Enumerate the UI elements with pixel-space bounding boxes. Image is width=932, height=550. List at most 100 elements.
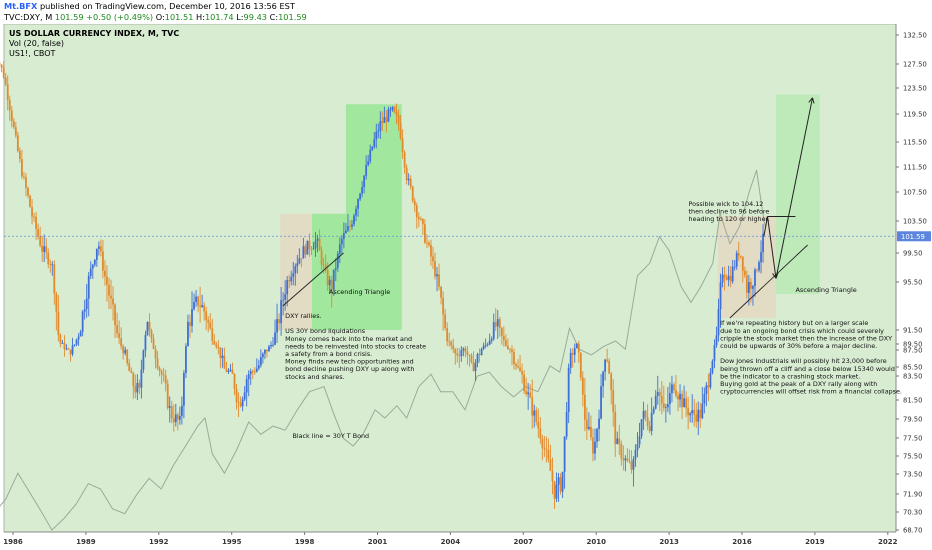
candle-body-220	[438, 274, 440, 287]
candle-body-47	[87, 275, 90, 299]
candle-body-373	[747, 282, 750, 293]
study-bond: US1!, CBOT	[9, 49, 56, 58]
candle-body-212	[421, 219, 424, 225]
candle-body-152	[300, 258, 303, 260]
candle-body-211	[419, 219, 422, 220]
candle-body-157	[310, 249, 313, 251]
candle-body-195	[387, 109, 390, 122]
note-1998-line-8: stocks and shares.	[285, 373, 344, 381]
candle-body-298	[596, 428, 598, 442]
candle-body-99	[193, 302, 195, 310]
candle-body-182	[361, 187, 364, 194]
candle-body-82	[158, 368, 161, 371]
last-price: 101.59	[54, 12, 84, 22]
author-link[interactable]: Mt.BFX	[4, 1, 38, 11]
candle-body-315	[630, 461, 633, 470]
candle-body-223	[444, 314, 447, 328]
candle-body-259	[517, 366, 519, 368]
candle-body-33	[59, 334, 62, 344]
candle-body-282	[563, 436, 566, 472]
candle-body-337	[675, 390, 677, 396]
candle-body-241	[480, 348, 483, 355]
candle-body-375	[752, 286, 754, 289]
candle-body-290	[579, 352, 582, 378]
candle-body-305	[610, 373, 613, 391]
candle-body-312	[624, 458, 627, 461]
candle-body-345	[691, 410, 694, 414]
candle-body-208	[413, 200, 416, 206]
candle-body-327	[654, 395, 657, 409]
x-tick-label-12: 2022	[878, 538, 898, 546]
candle-body-97	[189, 321, 191, 326]
candle-body-12	[16, 135, 19, 151]
candle-body-89	[172, 418, 175, 423]
candle-body-365	[731, 266, 734, 282]
candle-body-176	[349, 225, 351, 227]
candle-body-7	[6, 84, 9, 101]
candle-body-57	[108, 284, 110, 296]
candle-body-232	[462, 348, 465, 351]
quote-line: TVC:DXY, M 101.59 +0.50 (+0.49%) O:101.5…	[4, 12, 307, 23]
candle-body-319	[638, 436, 641, 445]
candle-body-61	[116, 325, 118, 334]
candle-body-135	[266, 349, 268, 352]
y-tick-label-2: 123.50	[903, 85, 927, 93]
candle-body-193	[383, 117, 386, 123]
candle-body-105	[205, 311, 208, 321]
candle-body-131	[257, 365, 260, 369]
bond-30y-line	[0, 169, 766, 531]
candle-body-273	[545, 448, 548, 450]
candle-body-346	[693, 410, 696, 415]
symbol-label: TVC:DXY, M	[4, 12, 53, 22]
candle-body-296	[592, 437, 594, 454]
candle-body-133	[261, 353, 264, 358]
candle-body-25	[43, 246, 46, 252]
candle-body-351	[703, 394, 706, 404]
candle-body-297	[594, 441, 596, 454]
candle-body-130	[255, 368, 258, 372]
candle-body-250	[498, 319, 501, 329]
x-tick-label-10: 2016	[732, 538, 752, 546]
x-tick-label-9: 2013	[659, 538, 679, 546]
candle-body-179	[355, 208, 357, 216]
candle-body-344	[689, 413, 692, 416]
candle-body-368	[737, 253, 740, 256]
candle-body-230	[458, 355, 461, 357]
candle-body-279	[557, 477, 560, 485]
dxy-chart[interactable]: Ascending Triangle Ascending Triangle US …	[0, 24, 932, 550]
candle-body-321	[642, 410, 645, 420]
candle-body-181	[359, 193, 361, 200]
candle-body-132	[259, 357, 262, 366]
note-2016-line-3: could be upwards of 30% before a major d…	[720, 342, 877, 350]
candle-body-153	[302, 246, 305, 259]
candle-body-210	[417, 217, 420, 220]
candle-body-151	[298, 258, 301, 264]
candle-body-183	[363, 175, 366, 188]
trendline-label-1: Ascending Triangle	[795, 286, 856, 294]
candle-body-124	[243, 392, 246, 400]
candle-body-139	[274, 332, 276, 345]
candle-body-226	[450, 341, 453, 346]
candle-body-313	[626, 458, 629, 461]
candle-body-224	[446, 327, 449, 342]
candle-body-172	[340, 238, 343, 245]
candle-body-378	[758, 262, 760, 271]
candle-body-125	[245, 379, 248, 393]
candle-body-367	[735, 253, 738, 267]
candle-body-263	[525, 391, 528, 395]
candle-body-235	[468, 354, 471, 356]
y-tick-label-17: 77.50	[903, 435, 922, 443]
candle-body-175	[347, 225, 349, 231]
candle-body-50	[93, 259, 96, 265]
candle-body-11	[14, 127, 17, 136]
candle-body-192	[381, 121, 384, 123]
candle-body-254	[507, 345, 509, 349]
candle-body-196	[389, 109, 392, 111]
candle-body-174	[345, 230, 347, 234]
candle-body-187	[371, 146, 374, 150]
candle-body-255	[509, 348, 511, 350]
candle-body-104	[203, 305, 206, 312]
candle-body-291	[581, 377, 584, 395]
candle-body-5	[2, 67, 5, 78]
candle-body-243	[484, 344, 487, 346]
